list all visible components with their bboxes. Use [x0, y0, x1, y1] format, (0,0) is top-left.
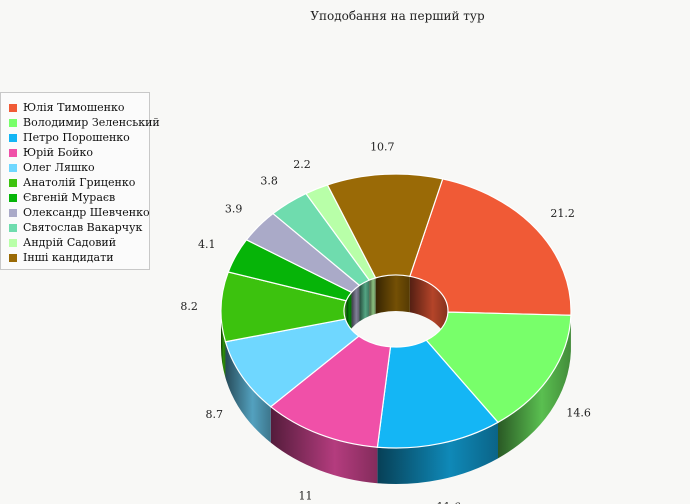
slice-value-label: 3.9 — [225, 203, 243, 216]
legend-label: Юрій Бойко — [23, 146, 94, 159]
legend-swatch — [9, 238, 17, 247]
slice-value-label: 11 — [299, 489, 313, 502]
data-labels: 21.2 14.6 11.6 11 8.7 8.2 4.1 3.9 3.8 2.2 10.7 — [180, 140, 591, 504]
slice-side-wall — [377, 422, 498, 484]
legend-item[interactable]: Володимир Зеленський — [1, 115, 160, 130]
legend-swatch — [9, 178, 17, 187]
slice-value-label: 10.7 — [370, 140, 395, 153]
donut-top — [220, 173, 572, 449]
slice-inner-wall — [359, 280, 370, 322]
donut-side-walls — [220, 311, 571, 484]
legend-label: Андрій Садовий — [23, 236, 117, 249]
slice-inner-wall — [409, 276, 448, 347]
slice-value-label: 3.8 — [260, 175, 278, 188]
chart-title: Уподобання на перший тур — [310, 9, 485, 23]
legend-label: Святослав Вакарчук — [23, 221, 143, 234]
legend-swatch — [9, 148, 17, 157]
legend-label: Володимир Зеленський — [23, 116, 160, 129]
legend-swatch — [9, 133, 17, 142]
legend-label: Олег Ляшко — [23, 161, 95, 174]
legend-swatch — [9, 118, 17, 127]
slice[interactable] — [269, 335, 392, 448]
slice-side-wall — [498, 315, 571, 459]
legend-swatch — [9, 103, 17, 112]
slice[interactable] — [409, 178, 572, 316]
legend-label: Інші кандидати — [23, 251, 114, 264]
slice-value-label: 21.2 — [550, 207, 575, 220]
legend-label: Петро Порошенко — [23, 131, 130, 144]
legend-swatch — [9, 193, 17, 202]
slice-inner-wall — [351, 285, 360, 329]
slice-inner-wall — [369, 277, 376, 317]
slice-value-label: 8.2 — [180, 300, 198, 313]
legend-item[interactable]: Святослав Вакарчук — [1, 220, 149, 235]
legend-item[interactable]: Олег Ляшко — [1, 160, 149, 175]
slice[interactable] — [425, 311, 572, 424]
legend-label: Анатолій Гриценко — [23, 176, 136, 189]
legend-item[interactable]: Анатолій Гриценко — [1, 175, 149, 190]
slice-inner-wall — [375, 274, 410, 314]
legend-item[interactable]: Петро Порошенко — [1, 130, 149, 145]
legend-item[interactable]: Олександр Шевченко — [1, 205, 150, 220]
legend-swatch — [9, 163, 17, 172]
legend-item[interactable]: Андрій Садовий — [1, 235, 149, 250]
legend-swatch — [9, 223, 17, 232]
slice[interactable] — [326, 173, 444, 279]
legend-label: Євгеній Мураєв — [23, 191, 116, 204]
legend-label: Юлія Тимошенко — [23, 101, 125, 114]
slice-value-label: 2.2 — [293, 158, 311, 171]
legend-item[interactable]: Юрій Бойко — [1, 145, 149, 160]
slice-side-wall — [270, 406, 378, 484]
slice-value-label: 14.6 — [566, 406, 591, 419]
legend-item[interactable]: Євгеній Мураєв — [1, 190, 149, 205]
legend-item[interactable]: Юлія Тимошенко — [1, 100, 149, 115]
donut-inner-walls — [344, 274, 448, 347]
slice-side-wall — [225, 341, 271, 443]
slice-value-label: 11.6 — [437, 501, 462, 504]
legend-label: Олександр Шевченко — [23, 206, 150, 219]
slice-value-label: 8.7 — [206, 408, 224, 421]
legend-swatch — [9, 208, 17, 217]
legend-swatch — [9, 253, 17, 262]
legend: Юлія Тимошенко Володимир Зеленський Петро … — [0, 92, 160, 270]
slice[interactable] — [376, 339, 499, 449]
legend-item[interactable]: Інші кандидати — [1, 250, 149, 265]
slice-value-label: 4.1 — [198, 238, 216, 251]
